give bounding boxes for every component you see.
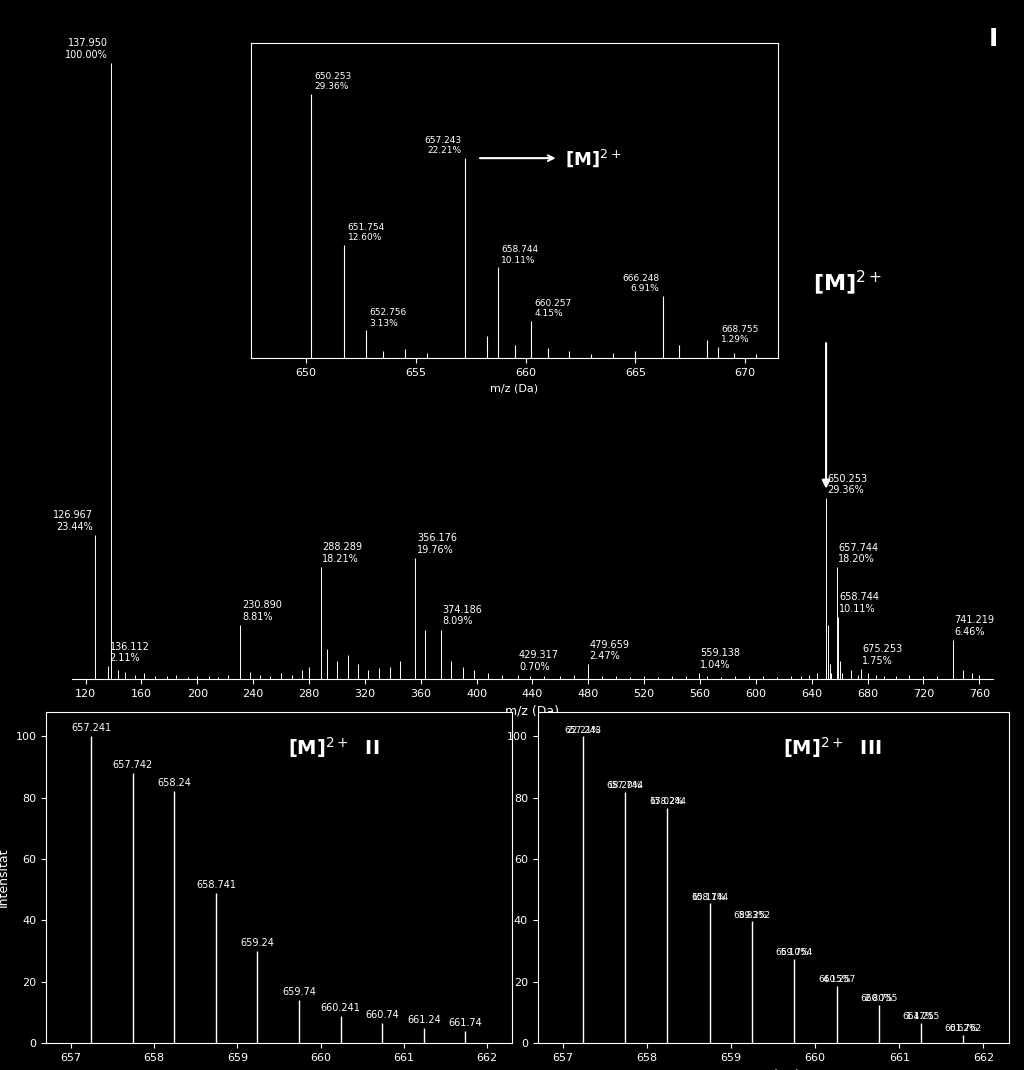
Text: 4.15%: 4.15% (822, 965, 851, 984)
Text: 652.756
3.13%: 652.756 3.13% (370, 308, 407, 327)
Text: 657.243: 657.243 (564, 725, 602, 735)
Text: 660.74: 660.74 (366, 1010, 399, 1020)
Text: 374.186
8.09%: 374.186 8.09% (442, 605, 482, 627)
Text: 17.02%: 17.02% (650, 786, 685, 807)
Text: [M]$^{2+}$: [M]$^{2+}$ (813, 269, 882, 297)
Text: [M]$^{2+}$: [M]$^{2+}$ (565, 148, 622, 169)
Text: 675.253
1.75%: 675.253 1.75% (862, 644, 902, 666)
Text: 657.744: 657.744 (607, 781, 644, 790)
X-axis label: m/z (Da): m/z (Da) (506, 705, 559, 718)
Text: 6.10%: 6.10% (780, 938, 809, 958)
Text: 10.11%: 10.11% (692, 883, 727, 902)
Text: [M]$^{2+}$  III: [M]$^{2+}$ III (782, 735, 882, 760)
Text: 658.741: 658.741 (196, 880, 236, 889)
Text: 660.257
4.15%: 660.257 4.15% (535, 299, 571, 318)
Text: 658.744
10.11%: 658.744 10.11% (840, 593, 880, 614)
Text: 661.762: 661.762 (945, 1024, 982, 1034)
Text: 136.112
2.11%: 136.112 2.11% (110, 642, 150, 663)
Text: 659.24: 659.24 (241, 938, 274, 948)
Text: 660.241: 660.241 (321, 1003, 360, 1012)
Text: 657.742: 657.742 (113, 760, 153, 770)
Text: 650.253
29.36%: 650.253 29.36% (314, 72, 352, 91)
Text: 657.241: 657.241 (71, 723, 112, 733)
Text: 661.24: 661.24 (407, 1014, 440, 1025)
Text: 657.744
18.20%: 657.744 18.20% (838, 542, 878, 564)
Text: 479.659
2.47%: 479.659 2.47% (589, 640, 630, 661)
X-axis label: m/z (Da): m/z (Da) (490, 384, 539, 394)
Text: 668.755
1.29%: 668.755 1.29% (721, 324, 759, 345)
Text: 659.74: 659.74 (282, 988, 316, 997)
Text: 1.47%: 1.47% (906, 1002, 935, 1022)
Text: 651.754
12.60%: 651.754 12.60% (348, 223, 385, 242)
Text: 657.243
22.21%: 657.243 22.21% (425, 136, 462, 155)
Text: 137.950
100.00%: 137.950 100.00% (66, 39, 108, 60)
Text: [M]$^{2+}$  II: [M]$^{2+}$ II (289, 735, 380, 760)
Text: 429.317
0.70%: 429.317 0.70% (519, 651, 559, 672)
Text: 660.755: 660.755 (860, 994, 897, 1003)
X-axis label: m/z (Da): m/z (Da) (746, 1069, 800, 1070)
Text: 2.80%: 2.80% (864, 983, 893, 1003)
Text: 661.74: 661.74 (449, 1018, 482, 1028)
Text: 0.62%: 0.62% (949, 1013, 978, 1034)
Text: 658.24: 658.24 (158, 778, 191, 789)
Text: 659.252: 659.252 (734, 911, 771, 919)
Text: 658.244: 658.244 (649, 797, 686, 807)
Text: 741.219
6.46%: 741.219 6.46% (954, 615, 994, 637)
Text: 659.754: 659.754 (776, 948, 813, 958)
Text: 661.255: 661.255 (902, 1012, 939, 1022)
Text: 660.257: 660.257 (818, 976, 855, 984)
Text: 666.248
6.91%: 666.248 6.91% (623, 274, 659, 293)
X-axis label: m/z: m/z (267, 1069, 291, 1070)
Text: 230.890
8.81%: 230.890 8.81% (242, 600, 282, 622)
Text: I: I (989, 27, 998, 50)
Text: 559.138
1.04%: 559.138 1.04% (700, 648, 740, 670)
Text: 288.289
18.21%: 288.289 18.21% (322, 542, 362, 564)
Y-axis label: Intensität: Intensität (0, 847, 10, 907)
Text: 650.253
29.36%: 650.253 29.36% (827, 474, 867, 495)
Text: 356.176
19.76%: 356.176 19.76% (417, 533, 457, 554)
Text: 126.967
23.44%: 126.967 23.44% (52, 510, 92, 532)
Text: 658.744
10.11%: 658.744 10.11% (501, 245, 539, 264)
Text: 22.21%: 22.21% (566, 715, 600, 735)
Text: 658.744: 658.744 (691, 892, 728, 902)
Text: 8.83%: 8.83% (738, 900, 767, 919)
Text: 18.20%: 18.20% (608, 770, 643, 790)
